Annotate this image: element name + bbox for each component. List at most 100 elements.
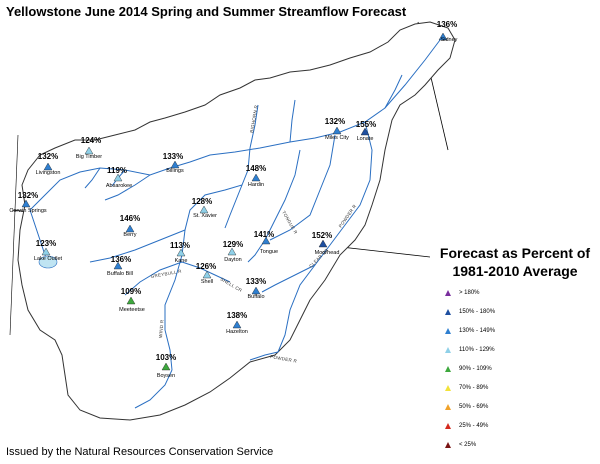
- site-name: Corwin Springs: [9, 208, 47, 214]
- site-percent: 109%: [121, 287, 141, 296]
- site-percent: 141%: [254, 230, 274, 239]
- legend-item: 50% - 69%: [445, 401, 488, 413]
- triangle-marker-icon: [84, 146, 94, 155]
- site-name: Shell: [201, 279, 213, 285]
- legend-item-label: > 180%: [459, 290, 480, 296]
- site-marker: 141% Tongue: [254, 230, 278, 255]
- site-name: Tongue: [260, 249, 278, 255]
- legend-item: > 180%: [445, 287, 480, 299]
- triangle-marker-icon: [161, 362, 171, 371]
- legend-item-label: 70% - 89%: [459, 385, 489, 391]
- site-percent: 133%: [246, 277, 266, 286]
- site-percent: 123%: [36, 239, 56, 248]
- triangle-marker-icon: [170, 160, 180, 169]
- site-name: Dayton: [224, 257, 241, 263]
- river-label: POWDER R: [270, 354, 298, 364]
- site-name: Lake Outlet: [34, 256, 63, 262]
- bighorn-upper-tributary: [249, 104, 259, 149]
- triangle-marker-icon: [202, 270, 212, 279]
- rosebud-creek: [289, 99, 296, 143]
- basin-outline: [17, 21, 456, 421]
- site-name: Big Timber: [76, 154, 102, 160]
- triangle-marker-icon: [232, 320, 242, 329]
- site-marker: 132% Livingston: [36, 152, 61, 176]
- triangle-marker-icon: [332, 126, 342, 135]
- site-name: Livingston: [36, 170, 61, 176]
- site-marker: 128% St. Xavier: [192, 197, 217, 219]
- site-percent: 146%: [120, 214, 140, 223]
- triangle-marker-icon: [251, 173, 261, 182]
- triangle-marker-icon: [227, 247, 237, 256]
- river-label: WIND R: [158, 319, 165, 338]
- triangle-marker-icon: [176, 248, 186, 257]
- site-name: Moorhead: [315, 250, 340, 256]
- legend-title-line1: Forecast as Percent of: [439, 245, 591, 261]
- site-percent: 113%: [170, 241, 190, 250]
- state-line-west: [9, 134, 19, 336]
- site-name: Lonate: [357, 136, 374, 142]
- river-label: BIGHORN R: [249, 104, 259, 133]
- north-tributary: [384, 74, 403, 109]
- site-name: Hardin: [248, 182, 264, 188]
- site-marker: 119% Absarokee: [106, 166, 132, 189]
- site-marker: 133% Buffalo: [246, 277, 266, 300]
- site-marker: 155% Lonate: [356, 120, 376, 142]
- river-network: [29, 39, 441, 409]
- triangle-marker-icon: [318, 239, 328, 248]
- site-marker: 126% Shell: [196, 262, 216, 285]
- triangle-marker-icon: [445, 347, 451, 353]
- site-name: Hazelton: [226, 329, 248, 335]
- legend-item-label: 25% - 49%: [459, 423, 489, 429]
- wind-river: [134, 369, 173, 409]
- site-name: Kane: [175, 258, 188, 264]
- site-percent: 148%: [246, 164, 266, 173]
- site-marker: 113% Kane: [170, 241, 190, 264]
- triangle-marker-icon: [438, 32, 448, 41]
- clarks-fork: [104, 174, 151, 201]
- site-percent: 103%: [156, 353, 176, 362]
- triangle-marker-icon: [113, 261, 123, 270]
- legend-item: 70% - 89%: [445, 382, 488, 394]
- map-title: Yellowstone June 2014 Spring and Summer …: [6, 4, 407, 19]
- yellowstone-river: [29, 39, 441, 211]
- greybull-river: [124, 261, 183, 296]
- yellowstone-lake: [38, 255, 58, 269]
- site-name: Billings: [166, 168, 184, 174]
- legend-title: Forecast as Percent of 1981-2010 Average: [431, 244, 599, 280]
- legend-item: < 25%: [445, 439, 476, 451]
- powder-river: [277, 121, 373, 353]
- site-marker: 109% Meeteetse: [119, 287, 145, 313]
- clear-creek: [261, 264, 316, 293]
- triangle-marker-icon: [445, 328, 451, 334]
- boulder-river: [84, 167, 101, 189]
- shoshone-river: [89, 229, 186, 263]
- site-marker: 132% Miles City: [325, 117, 349, 141]
- site-percent: 133%: [163, 152, 183, 161]
- site-percent: 136%: [111, 255, 131, 264]
- site-marker: 132% Corwin Springs: [9, 191, 47, 214]
- triangle-marker-icon: [199, 205, 209, 214]
- tongue-river-upper: [269, 134, 336, 241]
- legend-item-label: 150% - 180%: [459, 309, 496, 315]
- site-marker: 138% Hazelton: [226, 311, 248, 335]
- site-percent: 132%: [325, 117, 345, 126]
- site-marker: 148% Hardin: [246, 164, 266, 188]
- legend-item: 130% - 149%: [445, 325, 495, 337]
- site-marker: 146% Berry: [120, 214, 140, 238]
- triangle-marker-icon: [251, 286, 261, 295]
- triangle-marker-icon: [21, 199, 31, 208]
- legend-item-label: 130% - 149%: [459, 328, 496, 334]
- site-name: Meeteetse: [119, 307, 145, 313]
- site-marker: 152% Moorhead: [312, 231, 340, 256]
- triangle-marker-icon: [445, 366, 451, 372]
- site-name: Miles City: [325, 135, 349, 141]
- site-percent: 126%: [196, 262, 216, 271]
- triangle-marker-icon: [445, 442, 451, 448]
- triangle-marker-icon: [43, 162, 53, 171]
- site-name: Berry: [123, 232, 136, 238]
- triangle-marker-icon: [125, 224, 135, 233]
- site-percent: 155%: [356, 120, 376, 129]
- triangle-marker-icon: [41, 247, 51, 256]
- site-name: Boysen: [157, 373, 175, 379]
